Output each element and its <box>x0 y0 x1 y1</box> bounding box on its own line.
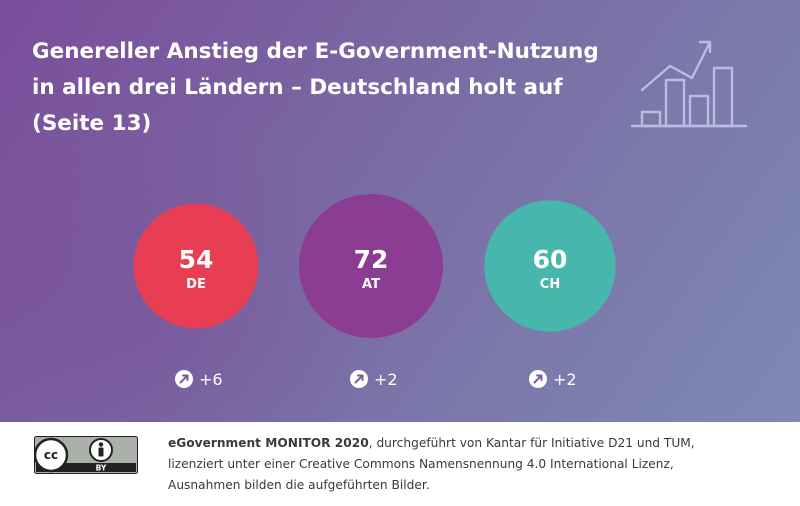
value-label-de: 54 <box>179 245 214 274</box>
credit-line-2: lizenziert unter einer Creative Commons … <box>168 457 674 471</box>
title-line-1: Genereller Anstieg der E-Government-Nutz… <box>32 39 599 64</box>
bubble-de <box>133 203 259 329</box>
change-label-de: +6 <box>199 370 223 389</box>
title-line-3: (Seite 13) <box>32 111 152 136</box>
bubble-at <box>299 194 443 338</box>
credit-brand: eGovernment MONITOR 2020 <box>168 436 369 450</box>
value-label-ch: 60 <box>533 245 568 274</box>
page-title: Genereller Anstieg der E-Government-Nutz… <box>32 34 599 142</box>
category-label-ch: CH <box>540 277 560 292</box>
credit-text: eGovernment MONITOR 2020, durchgeführt v… <box>168 433 778 496</box>
category-label-at: AT <box>362 277 380 292</box>
footer: cc BY eGovernment MONITOR 2020, durchgef… <box>0 422 800 506</box>
infographic-panel: Genereller Anstieg der E-Government-Nutz… <box>0 0 800 422</box>
change-label-at: +2 <box>374 370 398 389</box>
category-label-de: DE <box>186 277 206 292</box>
by-label: BY <box>96 464 107 473</box>
bubble-chart: 54 DE +6 72 AT +2 60 CH +2 <box>133 194 616 389</box>
value-label-at: 72 <box>354 245 389 274</box>
cc-icon <box>34 437 69 473</box>
credit-line-1: , durchgeführt von Kantar für Initiative… <box>368 436 695 450</box>
title-line-2: in allen drei Ländern – Deutschland holt… <box>32 75 563 100</box>
cc-by-license-badge[interactable]: cc BY <box>34 436 138 474</box>
cc-icon-label: cc <box>44 448 58 462</box>
credit-line-3: Ausnahmen bilden die aufgeführten Bilder… <box>168 478 430 492</box>
bubble-ch <box>484 200 616 332</box>
change-label-ch: +2 <box>553 370 577 389</box>
bar-chart-growth-icon <box>630 40 748 128</box>
